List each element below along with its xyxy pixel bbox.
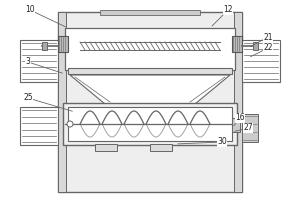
Circle shape: [67, 121, 73, 127]
Bar: [242, 114, 258, 142]
Text: 21: 21: [263, 32, 273, 42]
Text: 10: 10: [25, 5, 35, 15]
Text: 22: 22: [263, 44, 273, 52]
Text: 16: 16: [235, 114, 245, 122]
Bar: [68, 107, 232, 141]
Text: 25: 25: [23, 94, 33, 102]
Bar: [58, 36, 68, 52]
Bar: [20, 40, 58, 82]
Bar: [95, 144, 117, 151]
Text: 3: 3: [26, 58, 30, 66]
Text: 12: 12: [223, 5, 233, 15]
Bar: [65, 28, 235, 70]
Bar: [58, 12, 242, 192]
Bar: [68, 68, 232, 74]
Bar: [232, 118, 240, 132]
Polygon shape: [70, 75, 230, 104]
Bar: [232, 36, 242, 52]
Bar: [63, 103, 237, 145]
Bar: [242, 40, 280, 82]
Bar: [253, 42, 258, 50]
Bar: [42, 42, 47, 50]
Bar: [100, 10, 200, 15]
Text: 27: 27: [243, 123, 253, 132]
Bar: [20, 107, 58, 145]
Bar: [234, 12, 242, 192]
Bar: [58, 12, 66, 192]
Text: 30: 30: [217, 138, 227, 146]
Bar: [150, 144, 172, 151]
